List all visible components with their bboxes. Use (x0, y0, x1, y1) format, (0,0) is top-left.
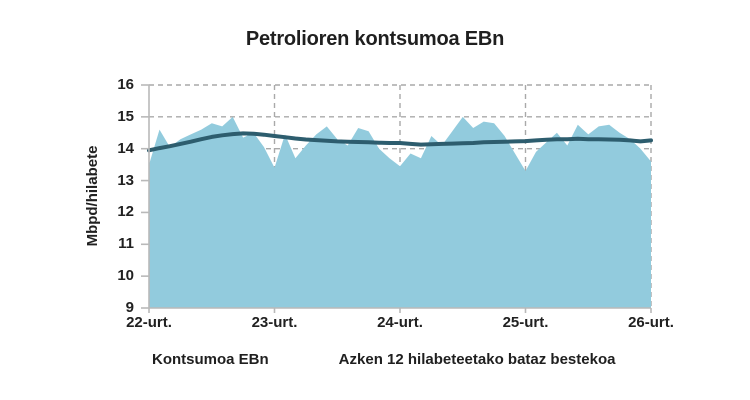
x-tick-label: 23-urt. (251, 314, 298, 331)
y-tick-label: 13 (117, 171, 134, 189)
legend-label-average: Azken 12 hilabeteetako bataz bestekoa (338, 351, 616, 368)
area-legend-swatch (114, 354, 144, 365)
consumption-area-series (149, 116, 651, 309)
legend-label-consumption: Kontsumoa EBn (152, 351, 269, 368)
legend: Kontsumoa EBn Azken 12 hilabeteetako bat… (114, 351, 615, 368)
x-tick-label: 22-urt. (126, 314, 172, 331)
line-legend-swatch (295, 358, 332, 362)
average-line-series (147, 131, 653, 153)
y-tick-label: 14 (117, 139, 134, 157)
y-tick-label: 16 (117, 76, 134, 93)
y-tick-label: 15 (117, 107, 134, 125)
y-tick-label: 11 (118, 235, 134, 253)
legend-item-average: Azken 12 hilabeteetako bataz bestekoa (295, 351, 616, 368)
x-tick-label: 25-urt. (502, 314, 549, 331)
x-tick-label: 24-urt. (377, 314, 423, 331)
y-tick-label: 10 (117, 267, 134, 285)
x-tick-label: 26-urt. (628, 314, 674, 331)
y-tick-label: 9 (125, 299, 134, 316)
chart-title: Petrolioren kontsumoa EBn (245, 28, 505, 50)
legend-item-consumption: Kontsumoa EBn (114, 351, 269, 368)
y-tick-label: 12 (117, 203, 134, 221)
